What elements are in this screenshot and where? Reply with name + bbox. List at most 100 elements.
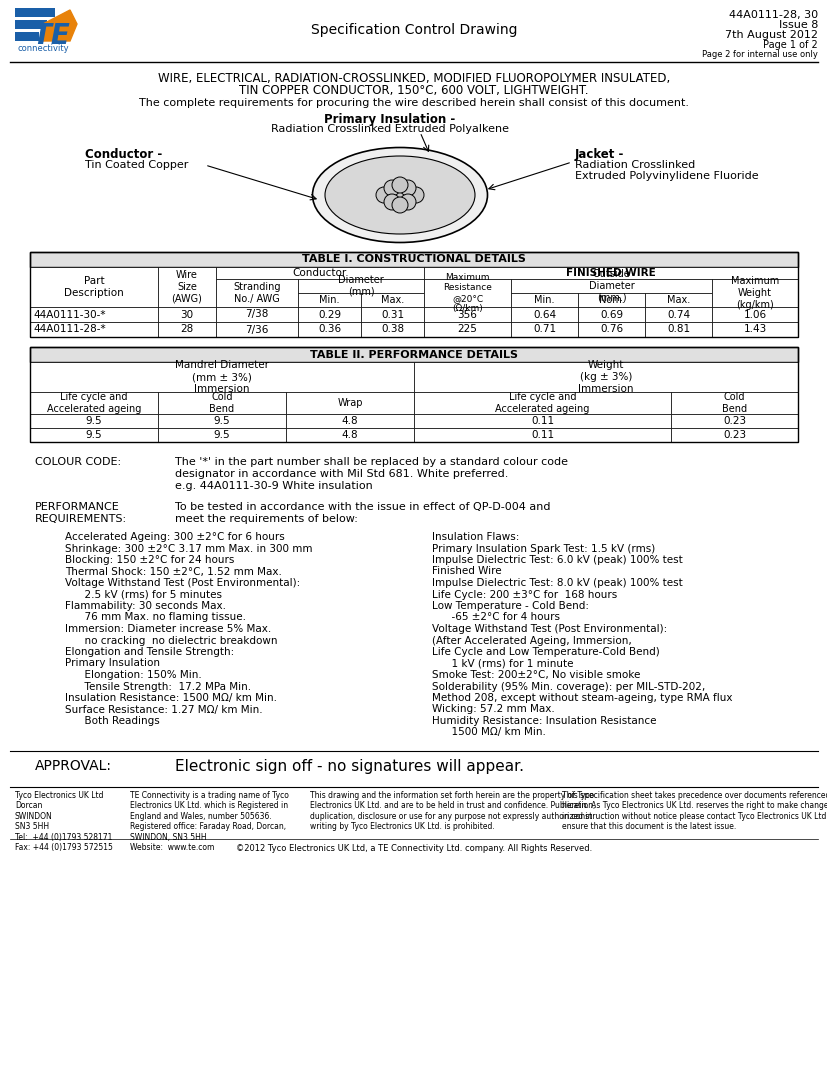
Ellipse shape bbox=[312, 147, 487, 242]
Bar bbox=[361, 293, 423, 307]
Text: Maximum
Weight
(kg/km): Maximum Weight (kg/km) bbox=[730, 277, 778, 310]
Text: Min.: Min. bbox=[533, 295, 554, 305]
Text: 0.71: 0.71 bbox=[533, 325, 556, 334]
Bar bbox=[30, 267, 158, 307]
Text: Cold
Bend: Cold Bend bbox=[721, 392, 746, 413]
Bar bbox=[671, 392, 797, 414]
Text: 0.64: 0.64 bbox=[533, 310, 556, 319]
Text: Impulse Dielectric Test: 8.0 kV (peak) 100% test: Impulse Dielectric Test: 8.0 kV (peak) 1… bbox=[432, 578, 682, 588]
Text: 76 mm Max. no flaming tissue.: 76 mm Max. no flaming tissue. bbox=[65, 613, 246, 623]
Text: REQUIREMENTS:: REQUIREMENTS: bbox=[35, 514, 127, 524]
Bar bbox=[216, 279, 298, 307]
Bar bbox=[510, 307, 577, 321]
Text: FINISHED WIRE: FINISHED WIRE bbox=[566, 268, 655, 278]
Text: 9.5: 9.5 bbox=[213, 417, 230, 426]
Bar bbox=[285, 428, 414, 442]
Bar bbox=[30, 362, 414, 392]
Text: The '*' in the part number shall be replaced by a standard colour code: The '*' in the part number shall be repl… bbox=[174, 457, 567, 467]
Text: This specification sheet takes precedence over documents referenced
herein. As T: This specification sheet takes precedenc… bbox=[562, 791, 827, 831]
Text: Tensile Strength:  17.2 MPa Min.: Tensile Strength: 17.2 MPa Min. bbox=[65, 681, 251, 691]
Text: meet the requirements of below:: meet the requirements of below: bbox=[174, 514, 357, 524]
Bar bbox=[158, 307, 216, 321]
Text: Max.: Max. bbox=[666, 295, 689, 305]
Circle shape bbox=[399, 180, 415, 197]
Text: Primary Insulation -: Primary Insulation - bbox=[324, 113, 455, 126]
Text: Blocking: 150 ±2°C for 24 hours: Blocking: 150 ±2°C for 24 hours bbox=[65, 555, 234, 565]
Text: Weight
(kg ± 3%)
Immersion: Weight (kg ± 3%) Immersion bbox=[577, 360, 633, 394]
Text: Electronic sign off - no signatures will appear.: Electronic sign off - no signatures will… bbox=[174, 759, 523, 774]
Text: Smoke Test: 200±2°C, No visible smoke: Smoke Test: 200±2°C, No visible smoke bbox=[432, 670, 639, 680]
Text: designator in accordance with Mil Std 681. White preferred.: designator in accordance with Mil Std 68… bbox=[174, 469, 508, 480]
Bar bbox=[216, 307, 298, 321]
Bar bbox=[30, 414, 158, 428]
Bar bbox=[298, 321, 361, 337]
Bar bbox=[644, 321, 711, 337]
Text: Wicking: 57.2 mm Max.: Wicking: 57.2 mm Max. bbox=[432, 705, 554, 714]
Text: TIN COPPER CONDUCTOR, 150°C, 600 VOLT, LIGHTWEIGHT.: TIN COPPER CONDUCTOR, 150°C, 600 VOLT, L… bbox=[239, 84, 588, 97]
Text: 1.06: 1.06 bbox=[743, 310, 766, 319]
Bar bbox=[285, 392, 414, 414]
Bar bbox=[644, 307, 711, 321]
Text: 1.43: 1.43 bbox=[743, 325, 766, 334]
Text: TE Connectivity is a trading name of Tyco
Electronics UK Ltd. which is Registere: TE Connectivity is a trading name of Tyc… bbox=[130, 791, 289, 852]
Circle shape bbox=[391, 197, 408, 213]
Circle shape bbox=[384, 180, 399, 197]
Text: 9.5: 9.5 bbox=[85, 417, 103, 426]
Bar bbox=[158, 267, 216, 307]
Bar bbox=[671, 428, 797, 442]
Text: Stranding
No./ AWG: Stranding No./ AWG bbox=[233, 282, 280, 303]
Text: To be tested in accordance with the issue in effect of QP-D-004 and: To be tested in accordance with the issu… bbox=[174, 502, 550, 512]
Text: Tin Coated Copper: Tin Coated Copper bbox=[85, 160, 189, 170]
Text: Insulation Flaws:: Insulation Flaws: bbox=[432, 532, 519, 541]
Text: Tyco Electronics UK Ltd
Dorcan
SWINDON
SN3 5HH
Tel:  +44 (0)1793 528171
Fax: +44: Tyco Electronics UK Ltd Dorcan SWINDON S… bbox=[15, 791, 112, 852]
Text: Mandrel Diameter
(mm ± 3%)
Immersion: Mandrel Diameter (mm ± 3%) Immersion bbox=[174, 360, 269, 394]
Bar bbox=[423, 267, 797, 279]
Bar bbox=[15, 20, 47, 29]
Bar bbox=[285, 414, 414, 428]
Bar bbox=[671, 414, 797, 428]
Text: Method 208, except without steam-ageing, type RMA flux: Method 208, except without steam-ageing,… bbox=[432, 693, 732, 703]
Bar bbox=[423, 307, 510, 321]
Text: 0.81: 0.81 bbox=[666, 325, 689, 334]
Text: PERFORMANCE: PERFORMANCE bbox=[35, 502, 120, 512]
Text: 44A0111-28-*: 44A0111-28-* bbox=[33, 325, 106, 334]
Text: Immersion: Diameter increase 5% Max.: Immersion: Diameter increase 5% Max. bbox=[65, 624, 271, 634]
Bar bbox=[30, 252, 797, 337]
Circle shape bbox=[384, 194, 399, 210]
Text: Flammability: 30 seconds Max.: Flammability: 30 seconds Max. bbox=[65, 601, 226, 611]
Text: 0.29: 0.29 bbox=[318, 310, 341, 319]
Bar bbox=[158, 392, 285, 414]
Text: COLOUR CODE:: COLOUR CODE: bbox=[35, 457, 121, 467]
Bar bbox=[158, 414, 285, 428]
Text: Part
Description: Part Description bbox=[64, 277, 124, 298]
Text: 0.38: 0.38 bbox=[380, 325, 404, 334]
Bar bbox=[414, 362, 797, 392]
Text: 2.5 kV (rms) for 5 minutes: 2.5 kV (rms) for 5 minutes bbox=[65, 590, 222, 599]
Circle shape bbox=[408, 187, 423, 203]
Text: Elongation: 150% Min.: Elongation: 150% Min. bbox=[65, 670, 202, 680]
Bar bbox=[414, 428, 671, 442]
Text: 356: 356 bbox=[457, 310, 477, 319]
Bar bbox=[298, 279, 423, 293]
Bar bbox=[510, 279, 711, 293]
Circle shape bbox=[391, 187, 408, 203]
Text: Maximum
Resistance
@20°C
(Ω/km): Maximum Resistance @20°C (Ω/km) bbox=[442, 273, 491, 313]
Text: 0.76: 0.76 bbox=[600, 325, 622, 334]
Text: 0.74: 0.74 bbox=[666, 310, 689, 319]
Text: e.g. 44A0111-30-9 White insulation: e.g. 44A0111-30-9 White insulation bbox=[174, 481, 372, 491]
Bar bbox=[577, 321, 644, 337]
Bar bbox=[414, 392, 671, 414]
Circle shape bbox=[375, 187, 391, 203]
Polygon shape bbox=[43, 10, 77, 41]
Bar bbox=[644, 293, 711, 307]
Bar bbox=[361, 307, 423, 321]
Text: 0.11: 0.11 bbox=[530, 417, 553, 426]
Bar bbox=[15, 7, 55, 17]
Bar bbox=[158, 321, 216, 337]
Bar bbox=[298, 293, 361, 307]
Bar bbox=[30, 307, 158, 321]
Bar bbox=[510, 321, 577, 337]
Text: no cracking  no dielectric breakdown: no cracking no dielectric breakdown bbox=[65, 635, 277, 645]
Bar bbox=[711, 279, 797, 307]
Text: Solderability (95% Min. coverage): per MIL-STD-202,: Solderability (95% Min. coverage): per M… bbox=[432, 681, 705, 691]
